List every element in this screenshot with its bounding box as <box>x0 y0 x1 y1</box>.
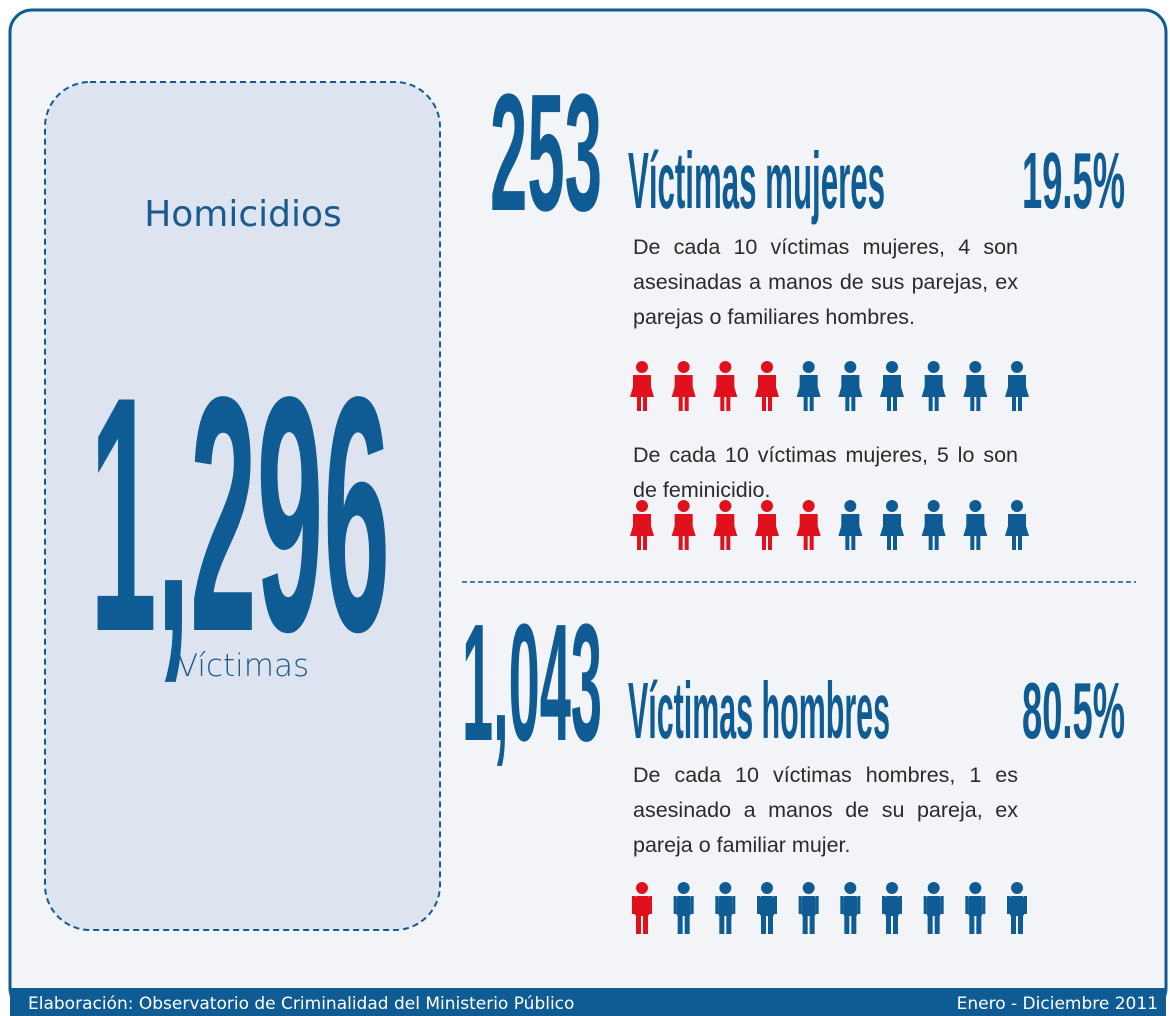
man-icon <box>757 882 777 934</box>
fact-text: De cada 10 víctimas mujeres, 4 son asesi… <box>633 235 1018 329</box>
woman-icon <box>796 500 821 550</box>
summary-unit: Víctimas <box>177 648 309 684</box>
fact-text: De cada 10 víctimas mujeres, 5 lo son de… <box>633 443 1018 502</box>
summary-total: 1,296 <box>90 327 390 701</box>
woman-icon <box>963 361 988 411</box>
woman-icon <box>838 361 863 411</box>
woman-icon <box>713 361 738 411</box>
woman-icon <box>1005 500 1029 550</box>
woman-icon <box>921 361 946 411</box>
footer-bar <box>10 988 1166 1016</box>
man-icon <box>840 882 861 934</box>
woman-icon <box>796 361 821 411</box>
men-count: 1,043 <box>462 590 602 776</box>
man-icon <box>1007 882 1027 934</box>
man-icon <box>673 882 694 934</box>
women-percent: 19.5% <box>1022 136 1125 225</box>
women-label: Víctimas mujeres <box>628 136 885 225</box>
men-percent: 80.5% <box>1022 666 1125 755</box>
woman-icon <box>963 500 988 550</box>
woman-icon <box>921 500 946 550</box>
woman-icon <box>880 361 904 411</box>
woman-icon <box>755 361 779 411</box>
woman-icon <box>838 500 863 550</box>
woman-icon <box>755 500 779 550</box>
women-count: 253 <box>490 60 602 246</box>
man-icon <box>715 882 736 934</box>
woman-icon <box>630 500 654 550</box>
footer-source: Elaboración: Observatorio de Criminalida… <box>28 994 574 1014</box>
man-icon <box>798 882 819 934</box>
woman-icon <box>630 361 654 411</box>
woman-icon <box>671 361 696 411</box>
man-icon <box>923 882 944 934</box>
summary-title: Homicidios <box>144 194 342 235</box>
footer-period: Enero - Diciembre 2011 <box>957 994 1158 1014</box>
woman-icon <box>713 500 738 550</box>
woman-icon <box>671 500 696 550</box>
man-icon <box>965 882 986 934</box>
men-label: Víctimas hombres <box>628 666 890 755</box>
summary-box <box>44 81 441 931</box>
woman-icon <box>1005 361 1029 411</box>
man-icon <box>632 882 652 934</box>
woman-icon <box>880 500 904 550</box>
fact-text: De cada 10 víctimas hombres, 1 es asesin… <box>633 763 1018 857</box>
man-icon <box>882 882 902 934</box>
